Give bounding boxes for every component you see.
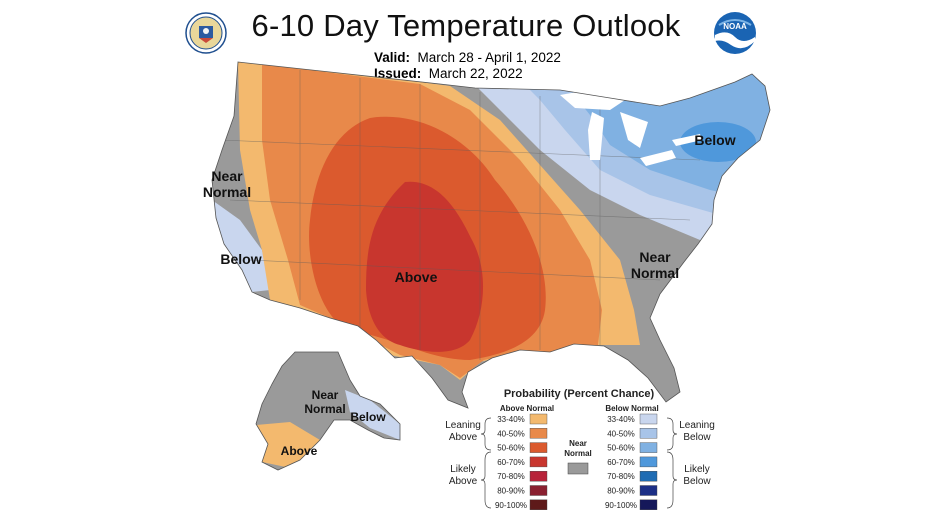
legend-likely-below-1: Likely <box>684 464 710 475</box>
legend-near-2: Normal <box>564 449 592 458</box>
label-ak-below: Below <box>350 410 386 424</box>
legend-above-range-label: 60-70% <box>497 458 525 467</box>
legend-leaning-below-1: Leaning <box>679 420 715 431</box>
legend-above-swatch <box>529 442 548 453</box>
legend-below-range-label: 50-60% <box>607 444 635 453</box>
valid-value: March 28 - April 1, 2022 <box>417 50 561 65</box>
legend-above-swatch <box>529 499 548 510</box>
legend-below-range-label: 60-70% <box>607 458 635 467</box>
legend-below-swatch <box>639 428 658 439</box>
legend-above-swatch <box>529 485 548 496</box>
label-near-normal-west-2: Normal <box>203 184 251 200</box>
page-title: 6-10 Day Temperature Outlook <box>251 8 681 43</box>
legend-above-header: Above Normal <box>500 404 554 413</box>
legend-above-swatch <box>529 413 548 425</box>
issued-date: Issued: March 22, 2022 <box>374 66 523 81</box>
label-near-normal-west-1: Near <box>211 168 243 184</box>
label-ak-above: Above <box>281 444 318 458</box>
legend-leaning-below-2: Below <box>683 432 711 443</box>
legend-likely-above-1: Likely <box>450 464 476 475</box>
legend: Probability (Percent Chance) Above Norma… <box>445 388 715 510</box>
legend-above-range-label: 50-60% <box>497 444 525 453</box>
legend-below-range-label: 90-100% <box>605 501 637 510</box>
legend-above-swatch <box>529 428 548 439</box>
legend-above-swatch <box>529 471 548 482</box>
label-ak-near-normal-1: Near <box>312 388 339 402</box>
legend-below-swatch <box>639 456 658 468</box>
legend-below-header: Below Normal <box>605 404 658 413</box>
issued-value: March 22, 2022 <box>428 66 523 81</box>
legend-leaning-above-2: Above <box>449 432 478 443</box>
label-ak-near-normal-2: Normal <box>304 402 345 416</box>
legend-likely-above-2: Above <box>449 476 478 487</box>
noaa-logo-text: NOAA <box>723 22 747 31</box>
label-below-west: Below <box>220 251 261 267</box>
noaa-logo-icon: NOAA <box>714 12 756 54</box>
legend-above-range-label: 70-80% <box>497 472 525 481</box>
legend-leaning-above-1: Leaning <box>445 420 481 431</box>
label-near-normal-east-2: Normal <box>631 265 679 281</box>
legend-below-swatch <box>639 499 658 510</box>
legend-above-range-label: 33-40% <box>497 415 525 424</box>
conus-outline <box>211 61 771 409</box>
valid-dates: Valid: March 28 - April 1, 2022 <box>374 50 561 65</box>
valid-label: Valid: <box>374 50 411 65</box>
legend-above-range-label: 90-100% <box>495 501 527 510</box>
label-above-center: Above <box>395 269 438 285</box>
legend-rows: 33-40% 33-40% 40-50% 40-50% 50-60% 50-60% 60-7… <box>495 413 658 510</box>
legend-above-range-label: 80-90% <box>497 487 525 496</box>
legend-above-range-label: 40-50% <box>497 429 525 438</box>
legend-below-range-label: 40-50% <box>607 429 635 438</box>
legend-below-range-label: 33-40% <box>607 415 635 424</box>
legend-below-swatch <box>639 485 658 496</box>
legend-likely-below-2: Below <box>683 476 711 487</box>
legend-below-range-label: 80-90% <box>607 487 635 496</box>
legend-below-swatch <box>639 413 658 425</box>
legend-title: Probability (Percent Chance) <box>504 388 655 400</box>
alaska-outline <box>255 351 401 471</box>
legend-near-swatch <box>567 462 589 475</box>
label-near-normal-east-1: Near <box>639 249 671 265</box>
legend-above-swatch <box>529 456 548 468</box>
label-below-northeast: Below <box>694 132 735 148</box>
legend-below-swatch <box>639 471 658 482</box>
issued-label: Issued: <box>374 66 422 81</box>
legend-below-range-label: 70-80% <box>607 472 635 481</box>
legend-near-1: Near <box>569 439 587 448</box>
legend-below-swatch <box>639 442 658 453</box>
department-seal-icon <box>185 12 227 54</box>
